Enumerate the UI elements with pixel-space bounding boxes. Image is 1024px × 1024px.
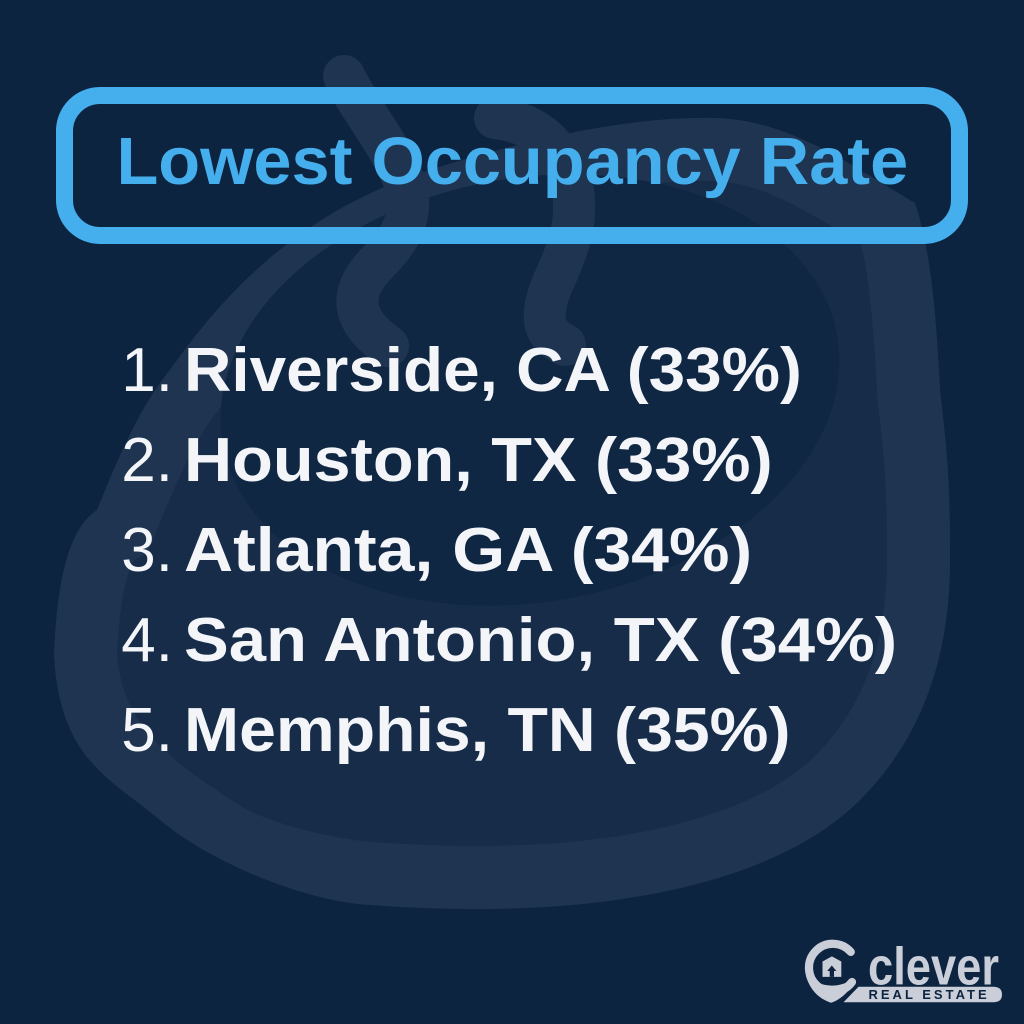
svg-text:REAL ESTATE: REAL ESTATE: [869, 987, 990, 1002]
svg-text:clever: clever: [868, 938, 999, 997]
